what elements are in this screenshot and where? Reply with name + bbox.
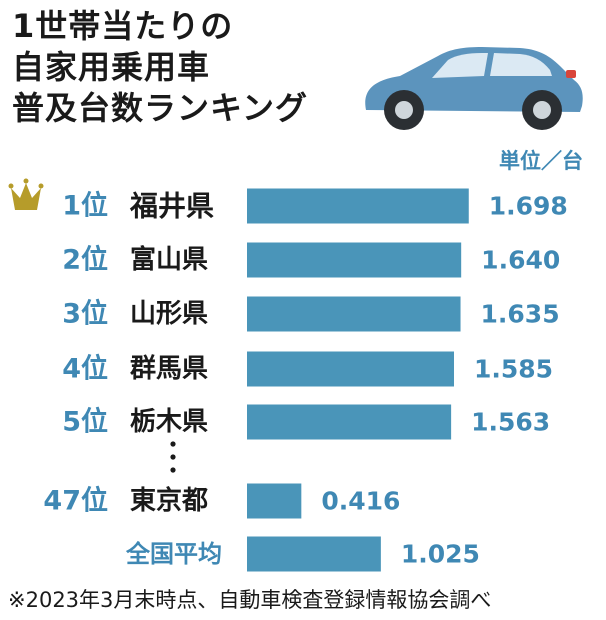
average-label: 全国平均: [125, 540, 222, 568]
bar-5: [247, 404, 452, 440]
prefecture-label-5: 栃木県: [130, 407, 208, 437]
rank-label-3: 3位: [62, 298, 108, 330]
source-footnote: ※2023年3月末時点、自動車検査登録情報協会調べ: [8, 588, 492, 612]
unit-label: 単位／台: [499, 149, 583, 173]
crown-icon: [8, 178, 44, 210]
car-window-rear: [490, 53, 552, 76]
bar-2: [247, 242, 462, 278]
bar-7: [247, 536, 381, 572]
car-illustration: [365, 47, 583, 130]
rank-label-6: 47位: [43, 485, 108, 517]
bar-3: [247, 296, 461, 332]
prefecture-label-4: 群馬県: [129, 354, 208, 384]
ellipsis-dots: [170, 441, 176, 473]
value-label-5: 1.563: [471, 408, 550, 437]
bar-4: [247, 351, 455, 387]
value-label-2: 1.640: [481, 246, 560, 275]
rank-label-1: 1位: [62, 190, 108, 222]
bar-6: [247, 483, 302, 519]
title-line-2: 自家用乗用車: [12, 48, 211, 86]
value-label-7: 1.025: [401, 540, 480, 569]
value-label-4: 1.585: [474, 355, 553, 384]
chart-title: 1世帯当たりの 自家用乗用車 普及台数ランキング: [12, 6, 308, 129]
value-label-3: 1.635: [481, 300, 560, 329]
value-label-6: 0.416: [321, 487, 400, 516]
prefecture-label-2: 富山県: [130, 244, 208, 275]
title-line-3: 普及台数ランキング: [12, 89, 309, 127]
rank-label-4: 4位: [62, 353, 108, 385]
car-taillight: [566, 70, 576, 78]
rank-label-5: 5位: [62, 406, 108, 438]
prefecture-label-3: 山形県: [130, 299, 208, 329]
value-label-1: 1.698: [489, 192, 568, 221]
rank-label-2: 2位: [62, 244, 108, 276]
car-window-front: [432, 53, 488, 78]
bar-1: [247, 188, 469, 224]
prefecture-label-6: 東京都: [130, 485, 208, 516]
prefecture-label-1: 福井県: [129, 190, 214, 223]
title-line-1: 1世帯当たりの: [12, 7, 234, 45]
